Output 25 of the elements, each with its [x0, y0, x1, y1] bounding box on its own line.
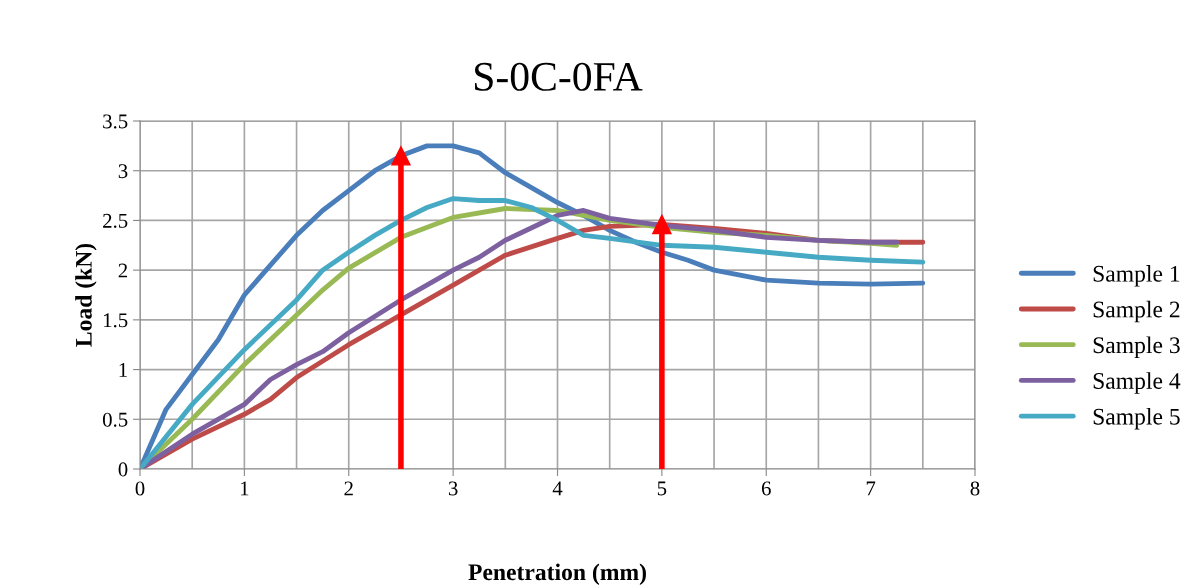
y-tick-label: 0.5: [102, 412, 128, 427]
y-tick-label: 1: [119, 363, 127, 377]
chart-title: S-0C-0FA: [475, 62, 643, 91]
x-tick-label: 7: [866, 481, 876, 496]
legend-label: Sample 2: [1093, 300, 1180, 323]
y-tick-label: 1.5: [103, 313, 128, 328]
y-tick-label: 2: [118, 263, 128, 278]
x-tick-label: 0: [135, 481, 145, 496]
legend-label: Sample 5: [1093, 408, 1180, 430]
x-tick-label: 3: [448, 481, 458, 496]
y-tick-label: 2.5: [103, 213, 128, 228]
y-tick-label: 3: [118, 164, 128, 179]
legend-label: Sample 1: [1093, 265, 1180, 287]
x-tick-label: 5: [657, 481, 667, 496]
x-tick-label: 1: [241, 481, 249, 496]
legend-label: Sample 4: [1093, 372, 1181, 394]
x-axis-title: Penetration (mm): [468, 563, 646, 585]
y-tick-label: 3.5: [103, 114, 128, 129]
y-axis-title: Load (kN): [75, 243, 97, 347]
x-tick-label: 8: [970, 481, 980, 496]
x-tick-label: 2: [344, 481, 353, 496]
x-tick-label: 6: [761, 481, 771, 496]
x-tick-label: 4: [552, 481, 563, 496]
y-tick-label: 0: [118, 462, 128, 477]
legend-label: Sample 3: [1093, 336, 1180, 358]
